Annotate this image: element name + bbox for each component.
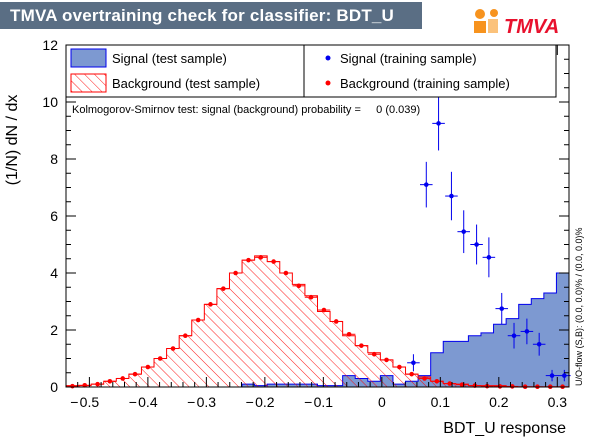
background-training-point [434,379,440,384]
background-training-point [120,376,126,381]
background-training-point [359,343,364,348]
background-training-point [132,371,138,377]
legend-signal-training-marker [325,55,331,61]
x-tick-label: 0 [378,394,386,410]
background-training-point [459,382,465,388]
legend-background-test-swatch [70,73,107,93]
signal-test-histogram [66,272,569,387]
background-training-point [145,364,151,370]
x-tick-label: 0.2 [489,394,509,410]
x-tick-label: 0.2 [255,394,275,410]
background-training-point [321,307,327,313]
signal-training-point [474,242,479,247]
x-tick-minus: − [246,394,254,410]
y-tick-label: 0 [50,379,58,395]
signal-training-point [411,360,416,366]
background-training-point [346,331,352,337]
background-training-point [208,302,213,307]
background-training-point [195,317,201,323]
legend-right-box [303,44,557,98]
background-training-point [384,357,389,363]
signal-training-point [549,373,555,378]
background-training-point [221,286,226,291]
background-training-point [283,270,289,276]
background-training-point [333,319,339,324]
background-training-point [246,257,251,263]
background-training-point [95,381,100,387]
x-tick-minus: − [304,394,312,410]
y-tick-label: 6 [50,208,58,224]
legend-background-training-marker [325,80,331,86]
signal-training-point [536,341,542,347]
signal-training-point [499,306,505,311]
y-tick-label: 10 [42,94,58,110]
x-tick-label: 0.3 [197,394,217,410]
overflow-side-label: U/O-flow (S,B): (0.0, 0.0)% / (0.0, 0.0)… [574,227,584,386]
signal-training-point [436,121,441,126]
ks-test-annotation: Kolmogorov-Smirnov test: signal (backgro… [72,104,420,116]
signal-training-point [511,333,517,339]
background-training-point [170,346,176,351]
x-axis-label: BDT_U response [443,420,566,437]
background-training-point [233,270,238,276]
background-training-point [296,283,302,289]
background-training-point [397,364,402,370]
legend-background-test-label: Background (test sample) [112,76,260,91]
background-training-point [271,259,276,264]
signal-training-point [524,329,530,334]
signal-training-point [461,229,467,234]
legend-background-training-label: Background (training sample) [340,76,510,91]
background-training-point [409,371,414,377]
title-bar: TMVA overtraining check for classifier: … [0,2,422,29]
x-tick-minus: − [129,394,137,410]
background-training-point [308,294,314,300]
page-title: TMVA overtraining check for classifier: … [10,6,395,25]
signal-training-point [423,182,429,187]
signal-training-point [449,193,454,199]
y-tick-label: 8 [50,151,58,167]
x-tick-label: 0.1 [431,394,451,410]
signal-training-point [486,255,492,260]
svg-text:TMVA: TMVA [504,16,559,38]
background-training-point [107,379,113,384]
background-training-point [70,383,75,389]
background-training-point [447,381,452,386]
x-tick-minus: − [70,394,78,410]
background-training-point [509,384,515,389]
x-tick-label: 0.3 [548,394,568,410]
points-layer [66,96,571,390]
background-training-point [157,356,163,361]
background-training-point [258,255,264,260]
y-axis-label: (1/N) dN / dx [4,95,21,186]
y-tick-label: 2 [50,322,58,338]
background-training-point [183,333,188,339]
background-training-point [371,351,377,357]
legend-signal-training-label: Signal (training sample) [340,51,477,66]
legend-signal-test-swatch [70,48,107,68]
x-tick-label: 0.1 [314,394,334,410]
x-tick-minus: − [187,394,195,410]
tmva-logo: TMVA [474,9,559,38]
legend-signal-test-label: Signal (test sample) [112,51,227,66]
y-tick-label: 4 [50,265,58,281]
signal-training-point [562,373,567,378]
x-tick-label: 0.5 [80,394,100,410]
background-training-point [82,382,88,388]
x-tick-label: 0.4 [138,394,158,410]
y-tick-label: 12 [42,37,58,53]
background-training-point [422,376,427,381]
